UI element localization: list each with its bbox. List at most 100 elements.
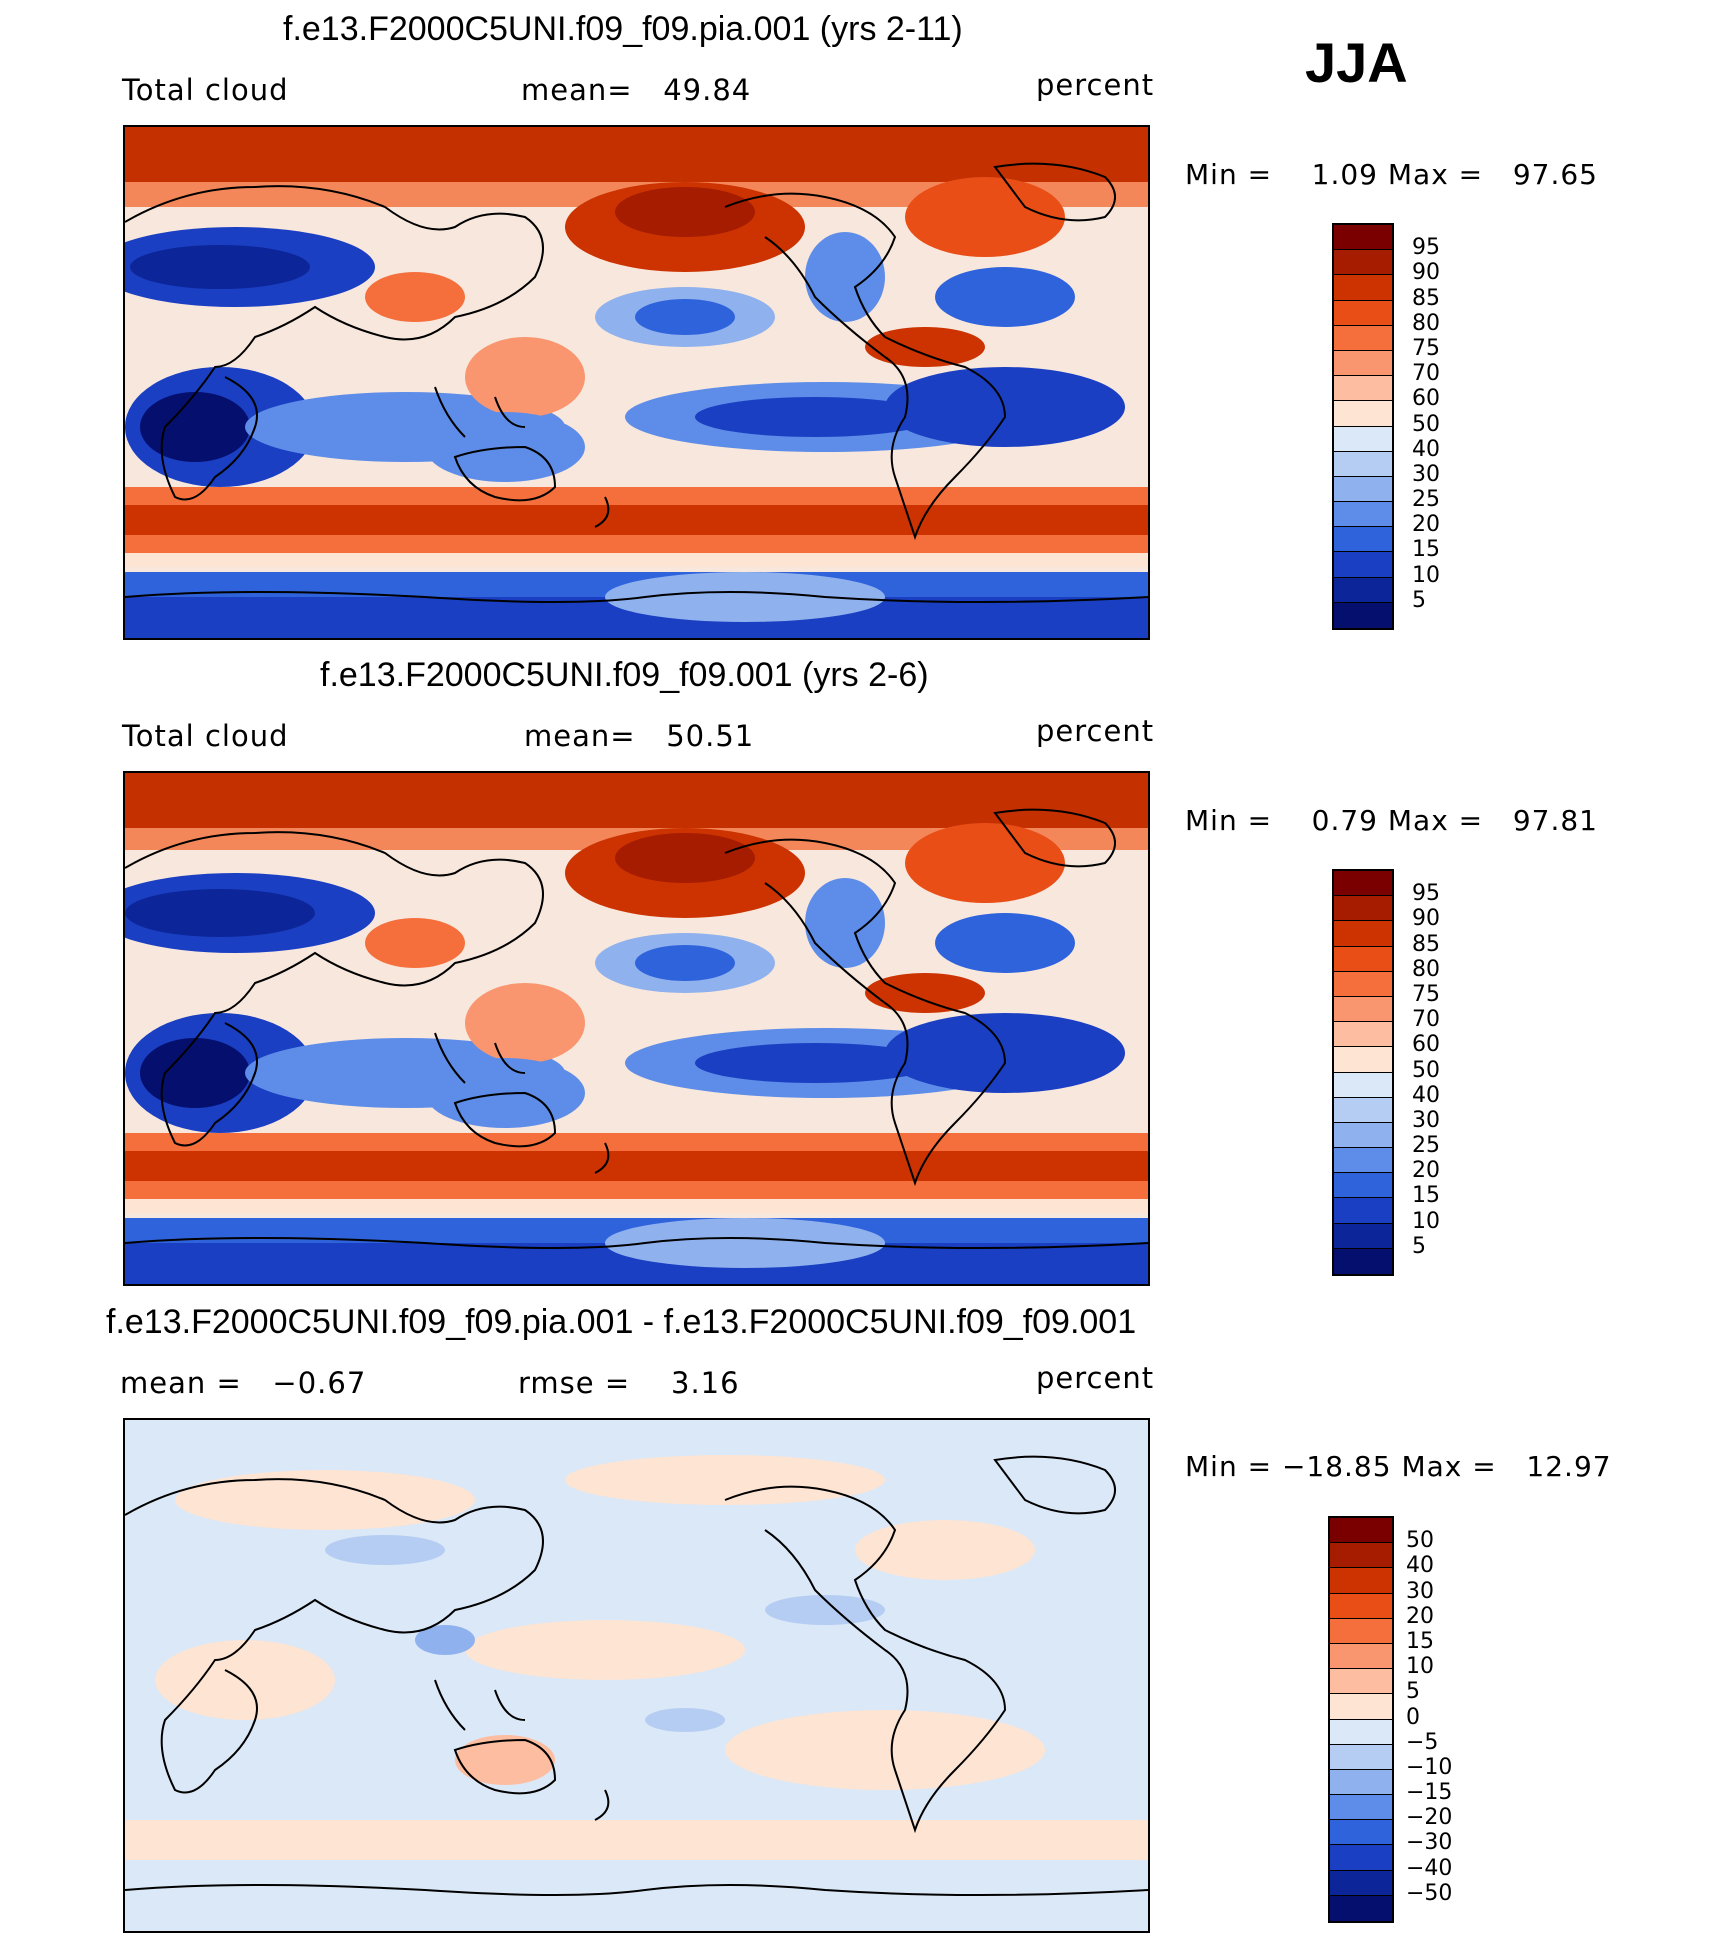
colorbar-1-swatch — [1334, 275, 1392, 301]
colorbar-2-swatch — [1334, 1022, 1392, 1048]
colorbar-3-swatch — [1330, 1518, 1392, 1544]
colorbar-3-tick-label: 30 — [1406, 1578, 1434, 1604]
colorbar-3-tick-label: −15 — [1406, 1780, 1453, 1806]
colorbar-3-swatch — [1330, 1618, 1392, 1644]
colorbar-2-tick-label: 80 — [1412, 956, 1440, 982]
colorbar-2-tick-label: 50 — [1412, 1057, 1440, 1083]
panel-3-colorbar-labels: 50 40 30 20 15 10 5 0 −5 −10 −15 −20 −30 −40 −50 — [1406, 1516, 1486, 1919]
colorbar-3-swatch — [1330, 1643, 1392, 1670]
colorbar-3-tick-label: 5 — [1406, 1679, 1420, 1705]
colorbar-3-tick-label: 0 — [1406, 1704, 1420, 1730]
colorbar-2-swatch — [1334, 1072, 1392, 1098]
colorbar-3-tick-label: 50 — [1406, 1528, 1434, 1554]
colorbar-3-tick-label: 20 — [1406, 1603, 1434, 1629]
colorbar-1-swatch — [1334, 300, 1392, 326]
season-label: JJA — [1305, 31, 1408, 94]
colorbar-3-tick-label: −5 — [1406, 1729, 1439, 1755]
panel-1-colorbar-labels: 95 90 85 80 75 70 60 50 40 30 25 20 15 10 5 — [1412, 223, 1492, 626]
panel-2-units: percent — [1036, 714, 1155, 748]
colorbar-1-swatch — [1334, 350, 1392, 377]
panel-3-units: percent — [1036, 1361, 1155, 1395]
panel-3-minmax: Min = −18.85 Max = 12.97 — [1185, 1450, 1612, 1483]
colorbar-1-swatch — [1334, 602, 1392, 628]
panel-3-mean: mean = −0.67 — [120, 1366, 367, 1400]
colorbar-3-swatch — [1330, 1568, 1392, 1594]
colorbar-1-swatch — [1334, 527, 1392, 553]
panel-3-rmse: rmse = 3.16 — [518, 1366, 740, 1400]
colorbar-1-tick-label: 40 — [1412, 436, 1440, 462]
panel-2-title: f.e13.F2000C5UNI.f09_f09.001 (yrs 2-6) — [320, 656, 929, 694]
colorbar-2-swatch — [1334, 1122, 1392, 1149]
colorbar-3-tick-label: −20 — [1406, 1805, 1453, 1831]
colorbar-3-tick-label: −30 — [1406, 1830, 1453, 1856]
panel-1-mean: mean= 49.84 — [521, 73, 752, 107]
colorbar-1-swatch — [1334, 426, 1392, 452]
panel-2-map-svg — [125, 773, 1148, 1284]
colorbar-3-swatch — [1330, 1895, 1392, 1921]
colorbar-3-tick-label: 10 — [1406, 1654, 1434, 1680]
colorbar-2-tick-label: 85 — [1412, 931, 1440, 957]
colorbar-2-swatch — [1334, 1047, 1392, 1073]
colorbar-1-swatch — [1334, 451, 1392, 477]
colorbar-2-swatch — [1334, 1223, 1392, 1249]
panel-3-title: f.e13.F2000C5UNI.f09_f09.pia.001 - f.e13… — [106, 1303, 1137, 1341]
colorbar-2-swatch — [1334, 1198, 1392, 1224]
colorbar-2-tick-label: 15 — [1412, 1183, 1440, 1209]
colorbar-1-tick-label: 80 — [1412, 310, 1440, 336]
colorbar-2-swatch — [1334, 1097, 1392, 1123]
colorbar-2-tick-label: 70 — [1412, 1007, 1440, 1033]
panel-2-colorbar — [1332, 869, 1394, 1276]
colorbar-1-tick-label: 10 — [1412, 562, 1440, 588]
colorbar-1-swatch — [1334, 502, 1392, 528]
panel-3-colorbar — [1328, 1516, 1394, 1923]
panel-1-colorbar — [1332, 223, 1394, 630]
colorbar-1-tick-label: 95 — [1412, 235, 1440, 261]
colorbar-2-swatch — [1334, 946, 1392, 972]
panel-3-map — [123, 1418, 1150, 1933]
colorbar-1-swatch — [1334, 552, 1392, 578]
colorbar-3-swatch — [1330, 1744, 1392, 1770]
panel-1-map — [123, 125, 1150, 640]
colorbar-3-swatch — [1330, 1719, 1392, 1745]
colorbar-3-swatch — [1330, 1870, 1392, 1896]
colorbar-2-swatch — [1334, 1148, 1392, 1174]
colorbar-1-tick-label: 90 — [1412, 260, 1440, 286]
colorbar-1-tick-label: 30 — [1412, 461, 1440, 487]
colorbar-3-swatch — [1330, 1845, 1392, 1871]
panel-2-map — [123, 771, 1150, 1286]
colorbar-3-swatch — [1330, 1820, 1392, 1846]
panel-2-minmax: Min = 0.79 Max = 97.81 — [1185, 804, 1598, 837]
colorbar-2-tick-label: 60 — [1412, 1032, 1440, 1058]
colorbar-1-tick-label: 5 — [1412, 587, 1426, 613]
colorbar-3-swatch — [1330, 1795, 1392, 1821]
colorbar-1-tick-label: 20 — [1412, 512, 1440, 538]
colorbar-1-tick-label: 75 — [1412, 335, 1440, 361]
colorbar-3-tick-label: −50 — [1406, 1880, 1453, 1906]
colorbar-2-swatch — [1334, 1248, 1392, 1274]
colorbar-2-tick-label: 75 — [1412, 981, 1440, 1007]
colorbar-2-tick-label: 10 — [1412, 1208, 1440, 1234]
colorbar-2-tick-label: 30 — [1412, 1107, 1440, 1133]
colorbar-1-swatch — [1334, 401, 1392, 427]
colorbar-3-swatch — [1330, 1669, 1392, 1695]
colorbar-3-swatch — [1330, 1543, 1392, 1569]
colorbar-1-swatch — [1334, 250, 1392, 276]
colorbar-3-tick-label: 40 — [1406, 1553, 1434, 1579]
colorbar-2-tick-label: 40 — [1412, 1082, 1440, 1108]
colorbar-2-tick-label: 95 — [1412, 881, 1440, 907]
panel-1-map-svg — [125, 127, 1148, 638]
panel-1-variable: Total cloud — [122, 73, 289, 107]
colorbar-3-tick-label: −40 — [1406, 1855, 1453, 1881]
panel-1-minmax: Min = 1.09 Max = 97.65 — [1185, 158, 1598, 191]
panel-3-map-svg — [125, 1420, 1148, 1931]
colorbar-1-swatch — [1334, 577, 1392, 603]
colorbar-2-tick-label: 5 — [1412, 1233, 1426, 1259]
colorbar-2-swatch — [1334, 871, 1392, 897]
colorbar-1-swatch — [1334, 376, 1392, 402]
colorbar-1-tick-label: 25 — [1412, 487, 1440, 513]
colorbar-2-swatch — [1334, 1173, 1392, 1199]
colorbar-1-tick-label: 50 — [1412, 411, 1440, 437]
colorbar-3-swatch — [1330, 1769, 1392, 1796]
panel-2-variable: Total cloud — [122, 719, 289, 753]
colorbar-1-tick-label: 60 — [1412, 386, 1440, 412]
